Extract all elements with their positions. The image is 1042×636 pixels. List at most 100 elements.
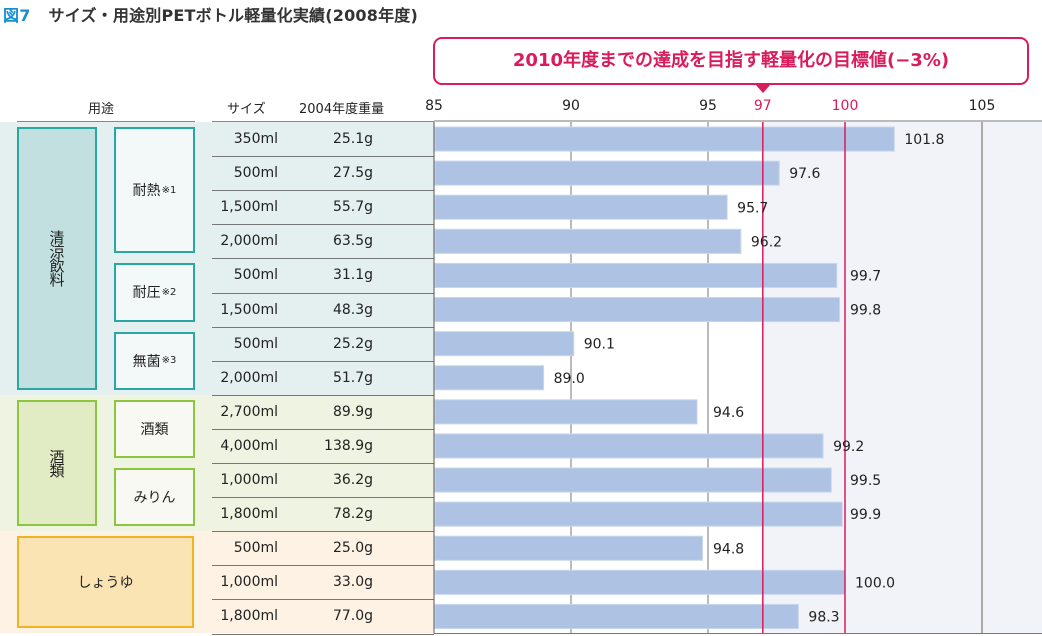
value-label: 90.1 bbox=[584, 337, 615, 353]
figure-title: 図7 サイズ・用途別PETボトル軽量化実績(2008年度) bbox=[3, 2, 418, 26]
x-tick-label: 90 bbox=[562, 98, 580, 114]
x-tick-label: 100 bbox=[831, 98, 859, 114]
size-cell: 500ml bbox=[233, 267, 278, 284]
weight-cell: 55.7g bbox=[332, 199, 373, 216]
value-label: 97.6 bbox=[789, 166, 820, 182]
weight-cell: 78.2g bbox=[332, 506, 373, 523]
size-cell: 500ml bbox=[233, 335, 278, 352]
callout-pointer bbox=[755, 84, 771, 93]
weight-cell: 138.9g bbox=[324, 437, 373, 454]
row-divider bbox=[212, 497, 434, 499]
value-label: 95.7 bbox=[737, 200, 768, 216]
size-cell: 350ml bbox=[233, 131, 278, 147]
group-box: 清涼飲料 bbox=[17, 127, 97, 390]
figure-label: 図7 bbox=[3, 6, 31, 25]
subgroup-box: 耐熱 ※1 bbox=[114, 127, 195, 254]
header-rule bbox=[212, 121, 434, 122]
value-label: 99.8 bbox=[850, 303, 881, 319]
value-label: 99.7 bbox=[850, 268, 881, 284]
weight-cell: 27.5g bbox=[332, 165, 373, 182]
group-label: しょうゆ bbox=[77, 575, 134, 592]
value-label: 100.0 bbox=[855, 575, 895, 591]
value-label: 99.5 bbox=[850, 473, 881, 489]
row-divider bbox=[212, 292, 434, 294]
weight-cell: 48.3g bbox=[332, 301, 373, 318]
row-divider bbox=[212, 428, 434, 430]
weight-cell: 63.5g bbox=[332, 233, 373, 250]
row-divider bbox=[212, 326, 434, 328]
weight-cell: 25.0g bbox=[332, 540, 373, 557]
row-divider bbox=[212, 633, 434, 635]
size-cell: 2,000ml bbox=[220, 369, 278, 386]
size-cell: 1,500ml bbox=[220, 199, 278, 216]
header-weight: 2004年度重量 bbox=[299, 102, 385, 117]
bar bbox=[434, 535, 704, 561]
bar bbox=[434, 501, 843, 527]
value-label: 94.6 bbox=[713, 405, 744, 421]
subgroup-box: 耐圧 ※2 bbox=[114, 263, 195, 322]
row-divider bbox=[212, 190, 434, 192]
x-tick-label: 95 bbox=[699, 98, 717, 114]
footnote-mark: ※1 bbox=[161, 184, 177, 196]
size-cell: 2,000ml bbox=[220, 233, 278, 250]
x-tick-label: 85 bbox=[425, 98, 443, 114]
size-cell: 1,800ml bbox=[220, 608, 278, 625]
value-label: 89.0 bbox=[554, 371, 585, 387]
group-label: 清涼飲料 bbox=[47, 230, 66, 287]
size-cell: 1,000ml bbox=[220, 472, 278, 488]
row-divider bbox=[212, 360, 434, 362]
group-label: 酒類 bbox=[47, 448, 66, 477]
row-divider bbox=[212, 531, 434, 533]
subgroup-box: みりん bbox=[114, 468, 195, 527]
bar bbox=[434, 126, 895, 152]
size-cell: 2,700ml bbox=[220, 403, 278, 420]
value-label: 101.8 bbox=[904, 132, 944, 148]
size-cell: 1,500ml bbox=[220, 301, 278, 318]
size-cell: 4,000ml bbox=[220, 437, 278, 454]
bar bbox=[434, 331, 575, 357]
group-box: しょうゆ bbox=[17, 536, 194, 629]
header-size: サイズ bbox=[227, 102, 266, 117]
weight-cell: 25.2g bbox=[332, 335, 373, 352]
row-divider bbox=[212, 224, 434, 226]
bar bbox=[434, 569, 846, 595]
value-label: 99.2 bbox=[833, 439, 864, 455]
subgroup-label: 耐熱 bbox=[132, 183, 161, 200]
bar bbox=[434, 228, 742, 254]
size-cell: 500ml bbox=[233, 540, 278, 557]
weight-cell: 25.1g bbox=[332, 131, 373, 147]
value-label: 96.2 bbox=[751, 234, 782, 250]
row-divider bbox=[212, 463, 434, 464]
target-callout: 2010年度までの達成を目指す軽量化の目標値(−3%) bbox=[433, 37, 1029, 85]
weight-cell: 77.0g bbox=[332, 608, 373, 625]
bar bbox=[434, 433, 824, 459]
size-cell: 1,800ml bbox=[220, 506, 278, 523]
weight-cell: 36.2g bbox=[332, 472, 373, 488]
weight-cell: 31.1g bbox=[332, 267, 373, 284]
bar bbox=[434, 160, 780, 186]
group-box: 酒類 bbox=[17, 399, 97, 527]
weight-cell: 51.7g bbox=[332, 369, 373, 386]
footnote-mark: ※3 bbox=[161, 355, 177, 367]
header-rule bbox=[17, 121, 195, 122]
bar bbox=[434, 365, 545, 391]
header-usage: 用途 bbox=[88, 102, 115, 117]
row-divider bbox=[212, 394, 434, 396]
x-tick-label: 97 bbox=[753, 98, 772, 114]
value-label: 98.3 bbox=[808, 609, 839, 625]
bar bbox=[434, 297, 841, 323]
value-label: 99.9 bbox=[850, 507, 881, 523]
x-tick-label: 105 bbox=[968, 98, 996, 114]
bar bbox=[434, 603, 799, 630]
row-divider bbox=[212, 156, 434, 158]
value-label: 94.8 bbox=[713, 541, 744, 557]
weight-cell: 89.9g bbox=[332, 403, 373, 420]
subgroup-label: みりん bbox=[133, 490, 176, 507]
row-divider bbox=[212, 565, 434, 567]
bar bbox=[434, 262, 838, 288]
subgroup-label: 無菌 bbox=[132, 353, 161, 370]
weight-cell: 33.0g bbox=[332, 574, 373, 591]
plot-bg-right bbox=[762, 122, 1042, 634]
row-divider bbox=[212, 258, 434, 260]
